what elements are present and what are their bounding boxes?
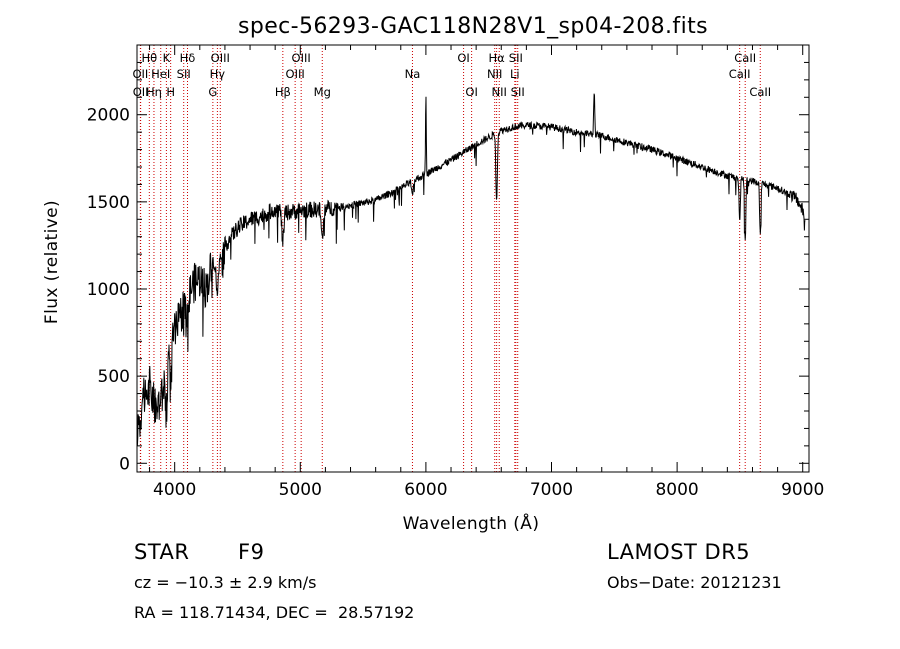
line-marker-label: Na [405, 67, 421, 81]
y-tick-label: 0 [119, 454, 130, 474]
x-axis-label: Wavelength (Å) [403, 512, 540, 534]
line-marker-label: Mg [314, 85, 331, 99]
redshift-velocity: cz = −10.3 ± 2.9 km/s [134, 573, 317, 592]
line-marker-label: CaII [734, 51, 756, 65]
line-marker-label: CaII [729, 67, 751, 81]
x-axis: 4000 5000 6000 7000 8000 9000 [149, 45, 824, 500]
y-tick-label: 1500 [87, 193, 130, 213]
plot-frame [136, 44, 810, 473]
line-marker-label: OIII [292, 51, 311, 65]
x-tick-label: 4000 [153, 480, 196, 500]
line-marker-label: OIII [286, 67, 305, 81]
line-markers [139, 45, 761, 472]
x-tick-label: 5000 [279, 480, 322, 500]
line-marker-label: NII [487, 67, 502, 81]
line-marker-label: K [163, 51, 171, 65]
survey-name: LAMOST DR5 [607, 540, 751, 564]
x-tick-label: 6000 [404, 480, 447, 500]
line-marker-label: SII [509, 51, 523, 65]
line-marker-label: Hδ [180, 51, 196, 65]
line-marker-label: NII [492, 85, 507, 99]
x-tick-label: 7000 [530, 480, 573, 500]
line-marker-label: CaII [749, 85, 771, 99]
line-marker-label: OI [465, 85, 477, 99]
sky-coordinates: RA = 118.71434, DEC = 28.57192 [134, 603, 415, 622]
y-axis-label: Flux (relative) [42, 200, 62, 324]
x-tick-label: 8000 [655, 480, 698, 500]
spectrum-line [136, 93, 806, 447]
observation-date: Obs−Date: 20121231 [607, 573, 782, 592]
y-tick-label: 2000 [87, 106, 130, 126]
y-tick-label: 1000 [87, 280, 130, 300]
line-marker-label: Hθ [141, 51, 157, 65]
line-marker-label: G [208, 85, 217, 99]
object-subclass: F9 [238, 540, 265, 564]
object-class: STAR [134, 540, 190, 564]
line-marker-label: Hγ [210, 67, 226, 81]
spectrum-chart: spec-56293-GAC118N28V1_sp04-208.fits Hθ O… [42, 14, 824, 534]
y-axis: 0 500 1000 1500 2000 [87, 44, 809, 474]
line-marker-label: H [166, 85, 175, 99]
line-marker-label: SII [177, 67, 191, 81]
line-marker-label: Li [510, 67, 520, 81]
line-marker-label: Hη [146, 85, 162, 99]
x-tick-label: 9000 [781, 480, 824, 500]
line-marker-label: Hβ [275, 85, 291, 99]
line-marker-label: Hα [488, 51, 505, 65]
line-marker-label: OII [132, 67, 148, 81]
line-marker-label: SII [511, 85, 525, 99]
line-marker-label: OIII [211, 51, 230, 65]
y-tick-label: 500 [98, 367, 130, 387]
chart-title: spec-56293-GAC118N28V1_sp04-208.fits [238, 14, 708, 39]
line-marker-label: HeI [151, 67, 170, 81]
line-marker-label: OI [457, 51, 469, 65]
